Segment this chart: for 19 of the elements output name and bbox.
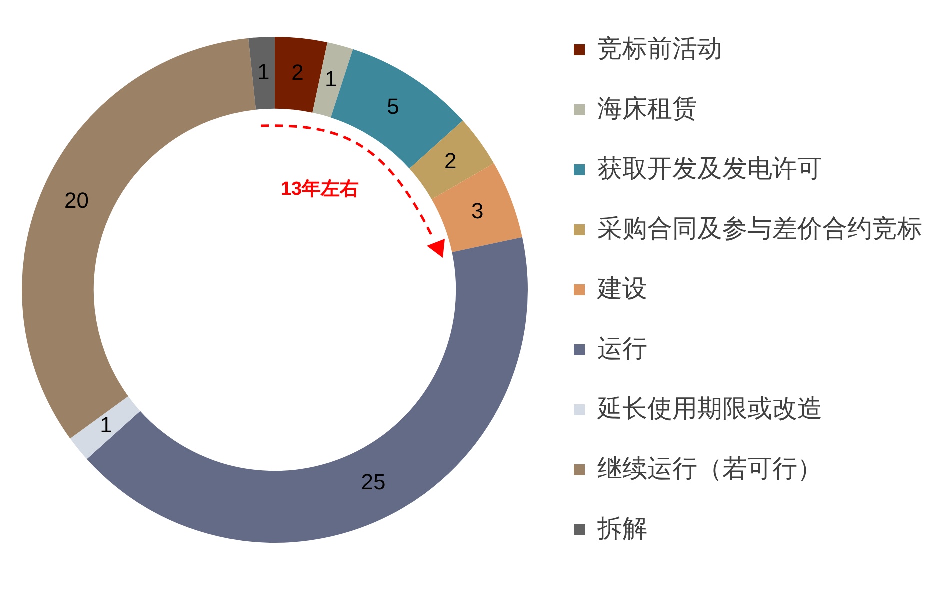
data-label: 5	[387, 94, 400, 120]
data-label: 2	[444, 148, 457, 174]
legend-label: 采购合同及参与差价合约竞标	[598, 214, 922, 243]
text: 13年左右	[280, 179, 360, 200]
legend-label: 拆解	[596, 514, 648, 543]
data-label: 1	[258, 59, 270, 84]
data-label: 1	[325, 66, 338, 92]
legend-label: 继续运行（若可行）	[598, 454, 822, 483]
data-label: 2	[292, 60, 304, 86]
legend-label: 海床租赁	[598, 94, 698, 123]
data-label: 1	[100, 412, 112, 438]
data-label: 3	[472, 198, 484, 224]
legend-label: 竞标前活动	[598, 34, 722, 63]
legend-label: 获取开发及发电许可	[598, 154, 822, 183]
legend-label: 运行	[598, 334, 648, 363]
data-label: 20	[64, 188, 89, 213]
legend-label: 延长使用期限或改造	[596, 394, 822, 423]
legend-label: 建设	[596, 274, 648, 303]
data-label: 25	[361, 469, 386, 494]
